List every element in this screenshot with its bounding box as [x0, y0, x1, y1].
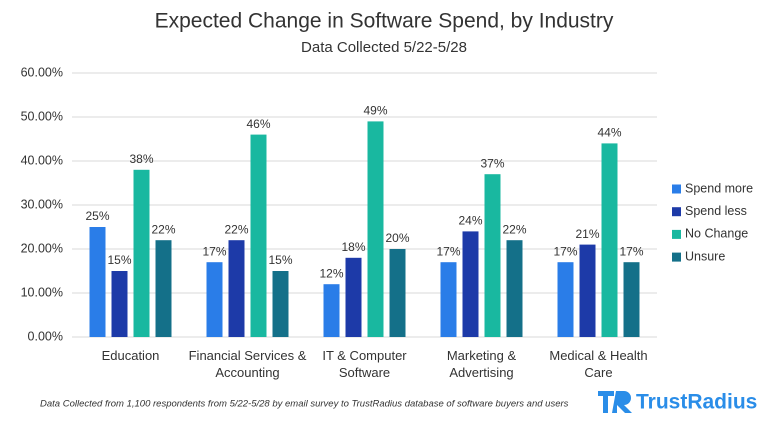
legend-swatch	[672, 184, 681, 194]
value-label: 17%	[619, 244, 643, 258]
value-label: 15%	[107, 253, 131, 267]
legend-swatch	[672, 229, 681, 239]
bar	[484, 174, 501, 337]
y-tick-label: 20.00%	[21, 241, 63, 255]
value-label: 20%	[385, 231, 409, 245]
value-label: 24%	[458, 214, 482, 228]
y-tick-label: 60.00%	[21, 65, 63, 79]
legend-swatch	[672, 252, 681, 262]
value-label: 46%	[246, 117, 270, 131]
value-label: 12%	[319, 266, 343, 280]
bar	[557, 262, 574, 337]
value-label: 22%	[502, 222, 526, 236]
y-tick-label: 30.00%	[21, 197, 63, 211]
value-label: 17%	[436, 244, 460, 258]
bar	[462, 231, 479, 337]
bar	[323, 284, 340, 337]
bar	[623, 262, 640, 337]
value-label: 17%	[202, 244, 226, 258]
footnote: Data Collected from 1,100 respondents fr…	[40, 399, 569, 410]
logo-text: TrustRadius	[636, 391, 757, 414]
bar	[601, 143, 618, 337]
bar	[440, 262, 457, 337]
bar	[506, 240, 523, 337]
chart-subtitle: Data Collected 5/22-5/28	[301, 39, 467, 56]
x-tick-label: Financial Services & Accounting	[188, 348, 307, 380]
value-label: 25%	[85, 209, 109, 223]
value-label: 21%	[575, 227, 599, 241]
bar	[389, 249, 406, 337]
y-tick-label: 0.00%	[28, 329, 63, 343]
bar	[272, 271, 289, 337]
bar	[133, 169, 150, 337]
x-tick-label: Medical & Health Care	[549, 348, 648, 380]
value-label: 15%	[268, 253, 292, 267]
legend-label: Unsure	[685, 249, 725, 263]
legend-label: No Change	[685, 227, 748, 241]
y-tick-label: 10.00%	[21, 285, 63, 299]
value-label: 22%	[151, 222, 175, 236]
legend-label: Spend less	[685, 204, 747, 218]
legend-label: Spend more	[685, 181, 753, 195]
value-label: 18%	[341, 240, 365, 254]
x-tick-label: IT & Computer Software	[322, 348, 407, 380]
bar	[250, 134, 267, 337]
bar	[367, 121, 384, 338]
bar	[579, 244, 596, 337]
logo-icon	[598, 391, 632, 413]
x-tick-label: Marketing & Advertising	[446, 348, 517, 380]
bar	[206, 262, 223, 337]
y-tick-label: 40.00%	[21, 153, 63, 167]
bar	[345, 257, 362, 337]
value-label: 17%	[553, 244, 577, 258]
bar	[111, 271, 128, 337]
value-label: 49%	[363, 104, 387, 118]
bar	[155, 240, 172, 337]
bar	[89, 227, 106, 337]
value-label: 37%	[480, 156, 504, 170]
legend-swatch	[672, 207, 681, 217]
value-label: 38%	[129, 152, 153, 166]
x-tick-label: Education	[101, 348, 160, 363]
y-tick-label: 50.00%	[21, 109, 63, 123]
chart-title: Expected Change in Software Spend, by In…	[155, 10, 614, 33]
bar	[228, 240, 245, 337]
value-label: 22%	[224, 222, 248, 236]
value-label: 44%	[597, 126, 621, 140]
